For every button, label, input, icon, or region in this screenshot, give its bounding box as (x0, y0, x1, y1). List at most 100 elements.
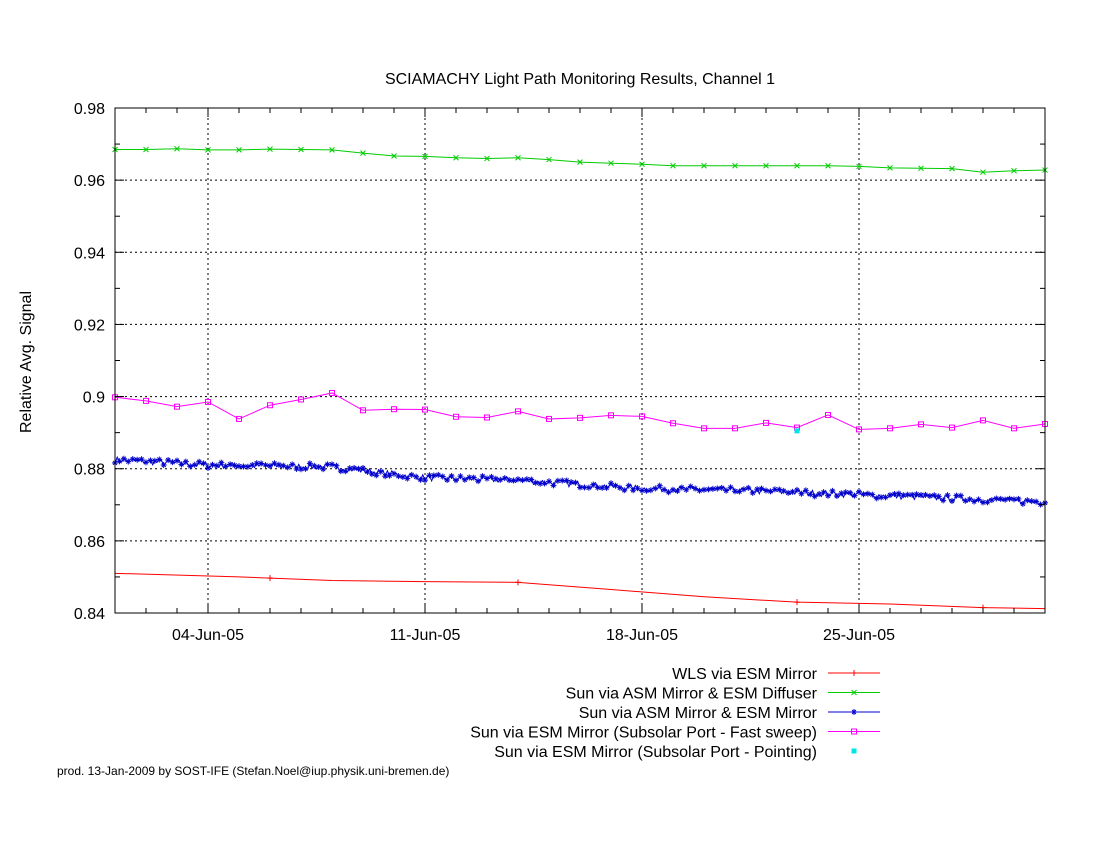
data-point (554, 477, 561, 484)
data-point (227, 461, 234, 468)
data-point (612, 482, 619, 489)
data-point (740, 486, 747, 493)
series-0 (114, 572, 1046, 611)
data-point (940, 497, 947, 504)
series-4 (794, 428, 800, 434)
data-point (200, 460, 207, 467)
y-tick-label: 0.96 (74, 173, 105, 190)
data-point (302, 465, 309, 472)
y-axis-label: Relative Avg. Signal (18, 291, 35, 433)
data-point (231, 462, 238, 469)
data-point (546, 478, 552, 485)
data-point (222, 463, 229, 470)
data-point (670, 486, 676, 493)
data-point (1019, 500, 1026, 507)
data-point (723, 487, 730, 494)
data-point (895, 490, 902, 497)
data-point (484, 155, 490, 162)
y-tick-label: 0.86 (74, 534, 105, 551)
data-point (585, 484, 592, 491)
data-point (236, 463, 242, 470)
data-point (829, 487, 836, 494)
grid-lines (115, 108, 1045, 613)
data-point (218, 459, 225, 466)
data-point (670, 420, 676, 427)
data-point (944, 492, 951, 499)
data-point (165, 457, 172, 464)
data-point (869, 491, 876, 498)
data-point (364, 468, 371, 475)
data-point (408, 471, 415, 478)
data-point (1011, 496, 1017, 503)
data-point (918, 421, 924, 428)
data-point (851, 492, 858, 499)
axis-ticks: 0.84 0.86 0.88 0.9 0.92 0.94 0.96 0.98 04-Jun-05… (74, 101, 1045, 644)
data-point (776, 486, 783, 493)
data-point (143, 459, 149, 466)
legend-swatch-marker (851, 748, 857, 754)
data-point (856, 426, 862, 433)
data-point (244, 463, 251, 470)
data-point (577, 414, 583, 421)
data-point (497, 476, 504, 483)
data-point (267, 575, 273, 582)
data-point (1011, 425, 1017, 432)
data-point (444, 476, 451, 483)
data-point (984, 499, 991, 506)
data-point (382, 473, 389, 480)
data-point (178, 461, 185, 468)
data-point (714, 485, 721, 492)
data-point (616, 484, 623, 491)
data-point (453, 413, 459, 420)
data-point (909, 491, 916, 498)
data-point (639, 161, 645, 168)
series-2 (112, 455, 1048, 508)
data-point (683, 486, 690, 493)
data-point (864, 490, 871, 497)
data-point (315, 463, 322, 470)
data-point (120, 455, 127, 462)
data-point (794, 599, 800, 606)
data-point (887, 492, 893, 499)
data-point (661, 486, 668, 493)
data-point (625, 482, 632, 489)
data-point (355, 465, 362, 472)
data-point (563, 477, 570, 484)
data-point (949, 165, 955, 172)
data-point (749, 489, 756, 496)
legend-label: Sun via ASM Mirror & ESM Diffuser (566, 686, 818, 703)
data-point (966, 496, 973, 503)
data-point (820, 489, 827, 496)
data-point (674, 487, 681, 494)
data-point (205, 398, 211, 405)
data-point (484, 414, 490, 421)
data-point (643, 487, 650, 494)
x-tick-label: 11-Jun-05 (390, 627, 461, 644)
data-point (670, 162, 676, 169)
data-point (422, 153, 428, 160)
data-point (763, 419, 769, 426)
data-point (718, 484, 725, 491)
data-point (568, 479, 575, 486)
data-point (205, 146, 211, 153)
data-point (541, 480, 548, 487)
data-point (971, 498, 978, 505)
data-point (532, 479, 539, 486)
data-point (962, 497, 969, 504)
data-point (701, 425, 707, 432)
data-point (329, 389, 335, 396)
data-point (143, 397, 149, 404)
data-point (572, 479, 579, 486)
data-point (1002, 496, 1009, 503)
data-point (754, 486, 761, 493)
data-point (1024, 497, 1031, 504)
data-point (453, 477, 459, 484)
data-point (515, 408, 521, 415)
data-point (174, 457, 180, 464)
plot-frame (114, 107, 1046, 614)
data-point (590, 481, 597, 488)
legend-label: Sun via ESM Mirror (Subsolar Port - Poin… (494, 744, 817, 761)
data-point (298, 396, 304, 403)
data-point (386, 472, 393, 479)
